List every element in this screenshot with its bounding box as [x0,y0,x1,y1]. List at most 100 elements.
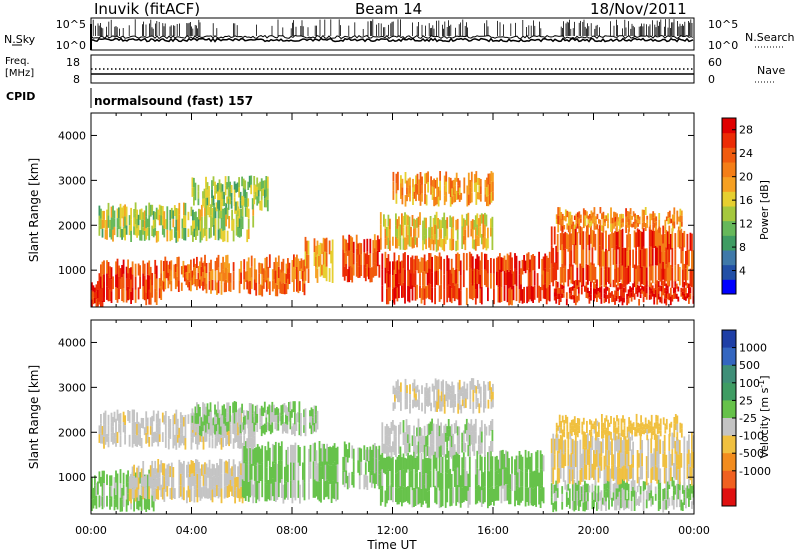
scatter-cell [608,465,610,482]
scatter-cell [157,230,160,242]
scatter-cell [620,424,623,431]
scatter-cell [434,234,437,245]
scatter-cell [683,263,686,281]
scatter-cell [259,408,262,416]
scatter-cell [363,445,366,460]
scatter-cell [591,463,594,478]
scatter-cell [666,231,669,250]
scatter-cell [292,423,295,435]
scatter-cell [669,287,672,297]
scatter-cell [176,266,179,277]
scatter-cell [392,385,395,395]
scatter-cell [185,265,188,272]
scatter-cell [650,453,653,469]
scatter-cell [439,171,442,181]
scatter-cell [480,213,483,224]
scatter-cell [601,430,603,439]
scatter-cell [345,444,348,458]
scatter-cell [149,279,152,293]
scatter-cell [266,188,269,200]
scatter-cell [642,291,645,297]
scatter-cell [244,189,247,199]
scatter-cell [214,414,216,425]
scatter-cell [224,425,227,435]
scatter-cell [242,423,245,430]
scatter-cell [176,434,179,443]
scatter-cell [594,233,597,251]
scatter-cell [386,227,388,237]
scatter-cell [496,257,498,272]
scatter-cell [426,434,429,446]
scatter-cell [561,486,564,494]
scatter-cell [623,267,625,288]
scatter-cell [200,417,203,427]
scatter-cell [253,268,256,280]
scatter-cell [638,220,641,225]
scatter-cell [389,240,391,251]
scatter-cell [255,269,258,283]
scatter-cell [275,407,278,415]
scatter-cell [187,461,190,474]
scatter-cell [384,490,387,507]
scatter-cell [142,473,145,487]
scatter-cell [194,182,197,192]
scatter-cell [251,404,254,414]
scatter-cell [571,225,574,245]
scatter-cell [417,430,420,442]
scatter-cell [434,255,437,272]
scatter-cell [295,422,298,431]
scatter-cell [235,201,238,211]
scatter-cell [160,260,163,274]
scatter-cell [607,425,609,431]
scatter-cell [655,421,658,429]
scatter-cell [606,465,609,481]
scatter-cell [207,467,209,478]
scatter-cell [249,281,252,295]
scatter-cell [190,259,192,271]
scatter-cell [616,427,618,434]
scatter-cell [145,422,148,433]
scatter-cell [281,404,284,415]
scatter-cell [624,450,627,465]
scatter-cell [294,257,297,269]
scatter-cell [145,292,148,306]
scatter-cell [559,233,562,251]
scatter-cell [559,283,562,290]
scatter-cell [118,218,120,229]
scatter-cell [223,404,226,414]
scatter-cell [170,270,173,281]
scatter-cell [437,256,440,271]
scatter-cell [440,256,443,271]
scatter-cell [274,441,277,462]
scatter-cell [218,417,221,426]
scatter-cell [143,288,146,301]
scatter-cell [626,499,629,508]
scatter-cell [590,215,593,221]
scatter-cell [191,422,194,430]
scatter-cell [220,437,223,450]
scatter-cell [596,224,599,230]
scatter-cell [351,252,354,268]
scatter-cell [395,389,398,399]
scatter-cell [674,279,677,286]
scatter-cell [435,424,438,436]
scatter-cell [107,262,110,276]
scatter-cell [291,260,294,272]
scatter-cell [632,290,635,298]
scatter-cell [107,414,110,426]
scatter-cell [277,442,280,461]
scatter-cell [437,270,440,286]
scatter-cell [327,464,330,482]
scatter-cell [429,268,432,285]
scatter-cell [590,262,592,282]
scatter-cell [206,413,209,424]
scatter-cell [605,266,607,285]
scatter-cell [641,216,644,223]
scatter-cell [367,460,370,472]
scatter-cell [422,257,424,272]
scatter-cell [189,464,191,477]
scatter-cell [561,263,564,283]
scatter-cell [576,498,579,506]
scatter-cell [663,488,666,499]
scatter-cell [142,227,145,235]
